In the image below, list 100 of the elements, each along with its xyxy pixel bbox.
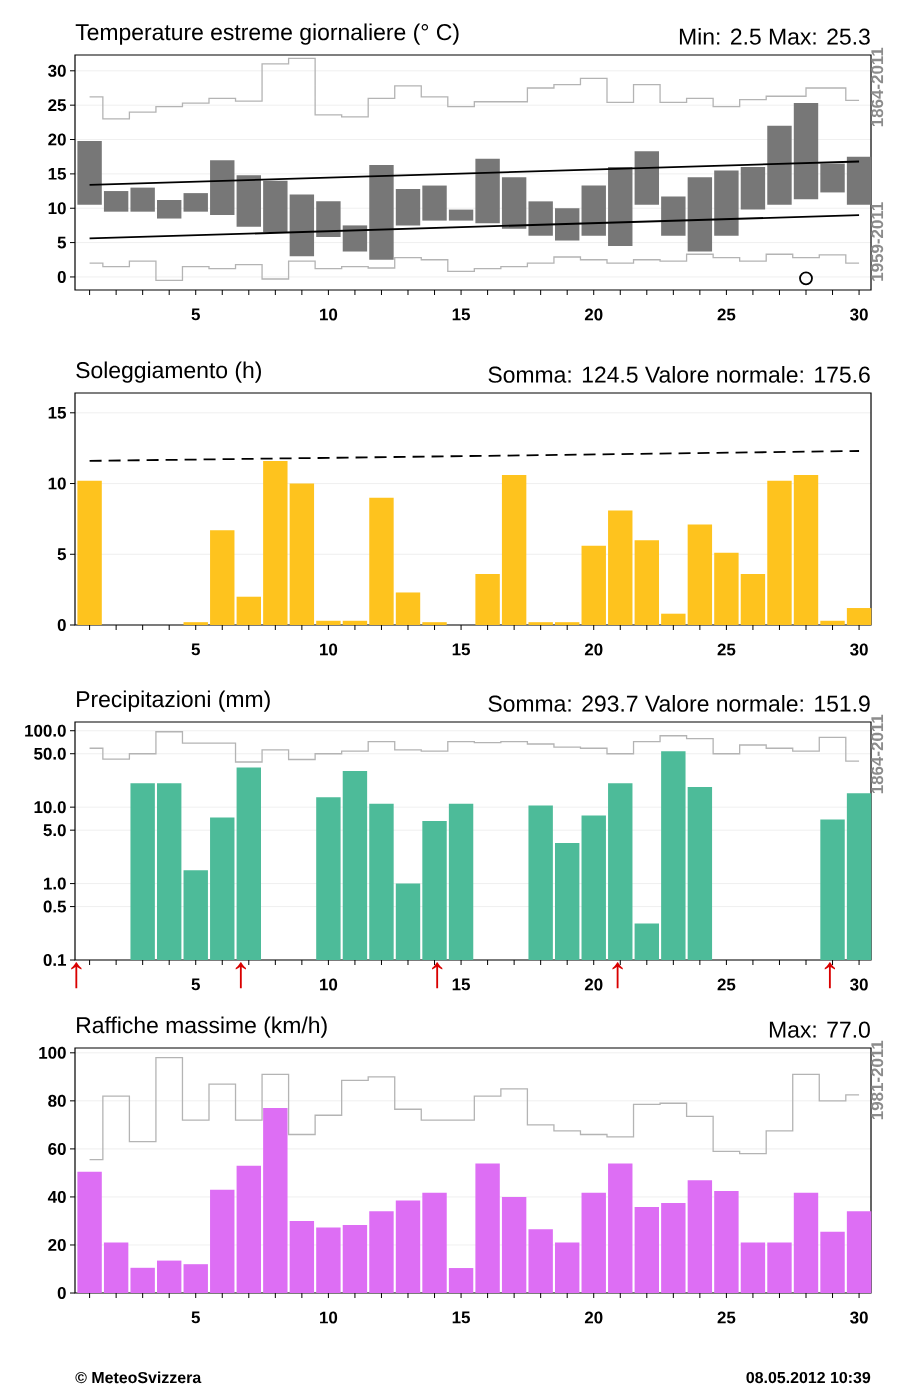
bar [263, 460, 288, 626]
y-tick-label: 20 [48, 1238, 66, 1251]
bar [130, 1267, 155, 1294]
text: ↑ [235, 962, 246, 989]
bar [210, 530, 235, 626]
y-tick-label: 20 [48, 133, 66, 146]
bar [395, 592, 421, 626]
text: ↑ [432, 962, 443, 989]
x-tick-label: 30 [850, 308, 868, 321]
y-tick-label: 5 [57, 548, 67, 561]
y-tick-label: 0.1 [43, 954, 67, 967]
x-tick-label: 30 [850, 643, 868, 656]
text: 1864-2011 [871, 714, 884, 794]
x-tick-label: 20 [584, 1311, 603, 1324]
chart-subtitle: Max: 77.0 [769, 1021, 870, 1038]
bar [263, 180, 288, 233]
x-tick-label: 10 [320, 1311, 338, 1324]
y-tick-label: 10 [48, 477, 66, 490]
bar [422, 622, 447, 626]
bar [369, 1211, 394, 1294]
bar [608, 1163, 633, 1294]
x-tick-label: 25 [717, 978, 736, 991]
x-tick-label: 5 [191, 308, 200, 321]
bar [661, 1202, 686, 1294]
text: ↑ [824, 962, 836, 989]
bar [820, 163, 845, 193]
bar [581, 1192, 606, 1294]
bar [740, 167, 766, 210]
x-tick-label: 25 [717, 308, 736, 321]
y-tick-label: 15 [48, 167, 67, 180]
y-tick-label: 30 [48, 64, 66, 77]
bar [714, 170, 739, 236]
x-tick-label: 30 [850, 978, 868, 991]
bar [342, 620, 368, 626]
bar [608, 510, 633, 626]
y-tick-label: 80 [48, 1094, 66, 1107]
bar [130, 187, 155, 212]
x-tick-label: 10 [320, 643, 338, 656]
x-tick-label: 15 [452, 308, 471, 321]
x-tick-label: 15 [452, 1311, 471, 1324]
chart-subtitle: Somma: 293.7 Valore normale: 151.9 [488, 694, 870, 712]
bar [608, 167, 633, 247]
x-tick-label: 20 [584, 978, 603, 991]
y-tick-label: 10.0 [34, 801, 66, 814]
bar [422, 185, 447, 221]
bar [316, 201, 341, 238]
bar [263, 1108, 288, 1294]
text: © MeteoSvizzera [75, 1371, 202, 1384]
bar [475, 574, 500, 626]
bar [501, 475, 527, 626]
bar [103, 191, 129, 212]
bar [820, 620, 845, 626]
bar [846, 1211, 872, 1294]
bar [767, 480, 792, 626]
bar [661, 613, 686, 626]
bar [687, 1180, 713, 1294]
bar [846, 608, 872, 626]
bar [236, 175, 261, 227]
x-tick-label: 10 [320, 978, 338, 991]
bar [581, 185, 606, 236]
y-tick-label: 15 [48, 406, 67, 419]
chart-subtitle: Somma: 124.5 Valore normale: 175.6 [488, 365, 870, 383]
bar [183, 193, 208, 212]
text: 08.05.2012 10:39 [746, 1371, 871, 1384]
y-tick-label: 100 [39, 1046, 66, 1059]
text: 1981-2011 [871, 1040, 884, 1120]
bar [793, 1192, 819, 1294]
y-tick-label: 100.0 [25, 724, 66, 737]
x-tick-label: 15 [452, 978, 471, 991]
bar [475, 1163, 500, 1294]
y-tick-label: 0 [57, 270, 66, 283]
bar [714, 552, 739, 626]
bar [289, 194, 315, 257]
bar [422, 1192, 447, 1294]
bar [77, 480, 102, 626]
bar [236, 1165, 261, 1294]
x-tick-label: 20 [584, 643, 603, 656]
text: 1959-2011 [871, 202, 884, 281]
y-tick-label: 0.5 [43, 900, 67, 913]
bar [714, 1190, 739, 1294]
bar [501, 1196, 527, 1294]
bar [77, 140, 102, 205]
bar [342, 225, 368, 252]
y-tick-label: 5.0 [43, 824, 66, 837]
bar [369, 497, 394, 626]
bar [236, 596, 261, 626]
bar [77, 1171, 102, 1294]
y-tick-label: 10 [48, 202, 66, 215]
bar [820, 1231, 845, 1294]
bar [767, 1242, 792, 1294]
y-tick-label: 25 [48, 99, 67, 112]
y-tick-label: 0 [57, 619, 66, 632]
bar [634, 151, 659, 205]
x-tick-label: 25 [717, 643, 736, 656]
bar [687, 524, 713, 626]
x-tick-label: 25 [717, 1311, 736, 1324]
y-tick-label: 50.0 [34, 747, 66, 760]
bar [369, 164, 394, 260]
x-tick-label: 20 [584, 308, 603, 321]
bar [634, 540, 659, 626]
